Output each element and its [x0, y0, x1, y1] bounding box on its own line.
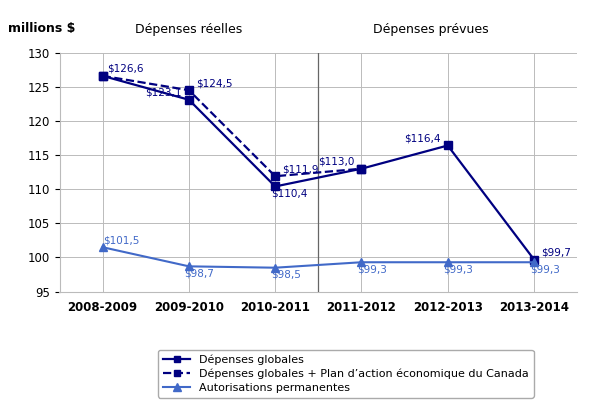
- Dépenses globales: [531, 257, 538, 262]
- Line: Dépenses globales + Plan d’action économique du Canada: Dépenses globales + Plan d’action économ…: [99, 72, 365, 180]
- Text: $98,5: $98,5: [271, 270, 300, 280]
- Text: $124,5: $124,5: [196, 78, 232, 88]
- Dépenses globales + Plan d’action économique du Canada: [358, 166, 365, 171]
- Autorisations permanentes: [358, 260, 365, 265]
- Text: $99,3: $99,3: [530, 264, 559, 274]
- Dépenses globales: [185, 97, 192, 102]
- Text: $111,9: $111,9: [282, 164, 318, 174]
- Legend: Dépenses globales, Dépenses globales + Plan d’action économique du Canada, Autor: Dépenses globales, Dépenses globales + P…: [158, 350, 534, 398]
- Text: Dépenses prévues: Dépenses prévues: [372, 23, 488, 36]
- Text: millions $: millions $: [8, 21, 75, 34]
- Dépenses globales + Plan d’action économique du Canada: [185, 88, 192, 93]
- Text: $123,1: $123,1: [146, 88, 182, 98]
- Dépenses globales: [99, 73, 106, 78]
- Text: $98,7: $98,7: [184, 269, 214, 278]
- Text: $101,5: $101,5: [102, 235, 139, 245]
- Text: Dépenses réelles: Dépenses réelles: [135, 23, 243, 36]
- Autorisations permanentes: [271, 265, 278, 270]
- Line: Dépenses globales: Dépenses globales: [99, 72, 538, 263]
- Text: $99,3: $99,3: [357, 264, 387, 274]
- Text: $113,0: $113,0: [318, 157, 355, 167]
- Text: $99,7: $99,7: [541, 247, 571, 258]
- Text: $99,3: $99,3: [443, 264, 473, 274]
- Text: $110,4: $110,4: [271, 188, 307, 198]
- Autorisations permanentes: [444, 260, 451, 265]
- Autorisations permanentes: [531, 260, 538, 265]
- Dépenses globales + Plan d’action économique du Canada: [271, 174, 278, 179]
- Dépenses globales: [358, 166, 365, 171]
- Text: $126,6: $126,6: [107, 64, 143, 74]
- Dépenses globales: [271, 184, 278, 189]
- Autorisations permanentes: [185, 264, 192, 269]
- Text: $116,4: $116,4: [405, 134, 441, 143]
- Dépenses globales + Plan d’action économique du Canada: [99, 73, 106, 78]
- Line: Autorisations permanentes: Autorisations permanentes: [98, 243, 538, 272]
- Dépenses globales: [444, 143, 451, 148]
- Autorisations permanentes: [99, 245, 106, 249]
